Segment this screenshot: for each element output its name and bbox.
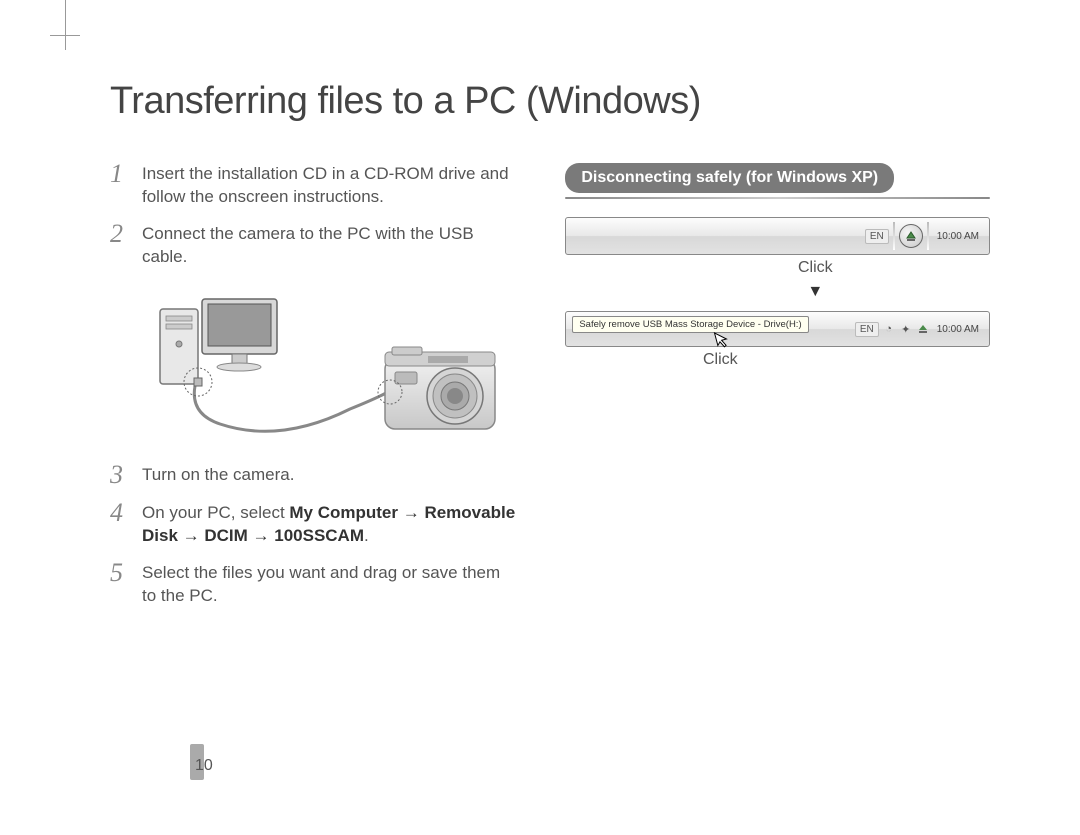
- step-text: Select the files you want and drag or sa…: [142, 562, 515, 608]
- step-text: Turn on the camera.: [142, 464, 294, 487]
- page-title: Transferring files to a PC (Windows): [110, 80, 990, 123]
- tray-separator: [927, 222, 929, 250]
- tray-clock: 10:00 AM: [933, 324, 983, 335]
- step-2: 2 Connect the camera to the PC with the …: [110, 223, 515, 269]
- tray-mini-icon: ✦: [899, 322, 913, 336]
- content-columns: 1 Insert the installation CD in a CD-ROM…: [110, 163, 990, 622]
- right-column: Disconnecting safely (for Windows XP) EN…: [565, 163, 990, 622]
- step-5: 5 Select the files you want and drag or …: [110, 562, 515, 608]
- step-number: 3: [110, 462, 142, 488]
- step-text: On your PC, select My Computer → Removab…: [142, 502, 515, 548]
- crop-marks: [50, 0, 80, 50]
- tray-right: EN ◔ ✦ 10:00 AM: [855, 312, 983, 346]
- camera-pc-illustration: [140, 284, 515, 444]
- tray-clock: 10:00 AM: [933, 231, 983, 242]
- taskbar-screenshot-2: Safely remove USB Mass Storage Device - …: [565, 311, 990, 347]
- callout-divider: [565, 197, 990, 199]
- balloon-tooltip: Safely remove USB Mass Storage Device - …: [572, 316, 808, 333]
- safely-remove-mini-icon: [916, 322, 930, 336]
- step-4: 4 On your PC, select My Computer → Remov…: [110, 502, 515, 548]
- tray-language: EN: [855, 322, 879, 337]
- step-number: 5: [110, 560, 142, 586]
- manual-page: Transferring files to a PC (Windows) 1 I…: [0, 0, 1080, 662]
- left-column: 1 Insert the installation CD in a CD-ROM…: [110, 163, 515, 622]
- step-3: 3 Turn on the camera.: [110, 464, 515, 488]
- arrow-down-icon: ▼: [765, 283, 865, 301]
- tray-language: EN: [865, 229, 889, 244]
- step-1: 1 Insert the installation CD in a CD-ROM…: [110, 163, 515, 209]
- step-text: Insert the installation CD in a CD-ROM d…: [142, 163, 515, 209]
- tray-mini-icon: ◔: [882, 322, 896, 336]
- step-number: 2: [110, 221, 142, 247]
- step-text: Connect the camera to the PC with the US…: [142, 223, 515, 269]
- step-number: 4: [110, 500, 142, 526]
- tray-separator: [893, 222, 895, 250]
- taskbar-screenshot-1: EN 10:00 AM: [565, 217, 990, 255]
- page-number: 10: [195, 757, 213, 775]
- step-number: 1: [110, 161, 142, 187]
- step-4-prefix: On your PC, select: [142, 503, 289, 522]
- click-label-1: Click: [765, 259, 865, 277]
- safely-remove-icon: [899, 224, 923, 248]
- callout-header: Disconnecting safely (for Windows XP): [565, 163, 894, 193]
- step-4-suffix: .: [364, 526, 369, 545]
